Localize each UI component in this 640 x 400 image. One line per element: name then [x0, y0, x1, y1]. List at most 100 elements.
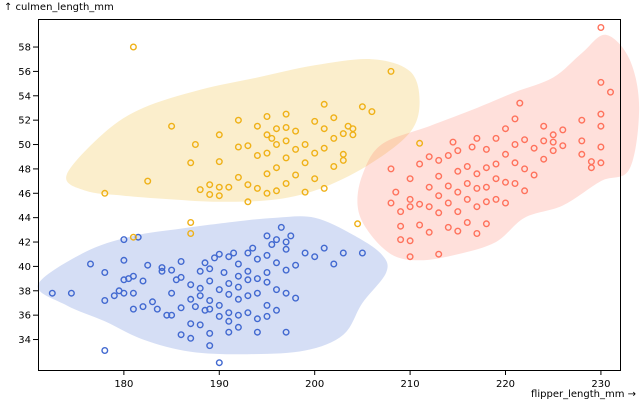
point-adelie: [244, 267, 252, 275]
point-chinstrap: [191, 140, 199, 148]
point-gentoo: [559, 126, 567, 134]
y-tick-label: 52: [18, 116, 31, 127]
point-gentoo: [511, 140, 519, 148]
point-adelie: [110, 292, 118, 300]
point-adelie: [86, 260, 94, 268]
point-adelie: [282, 238, 290, 246]
point-gentoo: [549, 138, 557, 146]
point-chinstrap: [187, 159, 195, 167]
point-adelie: [206, 265, 214, 273]
point-gentoo: [540, 122, 548, 130]
point-chinstrap: [225, 183, 233, 191]
point-chinstrap: [282, 137, 290, 145]
y-tick-label: 46: [18, 189, 31, 200]
point-gentoo: [435, 172, 443, 180]
y-tick-label: 42: [18, 238, 31, 249]
point-gentoo: [482, 220, 490, 228]
point-gentoo: [425, 203, 433, 211]
point-adelie: [215, 312, 223, 320]
point-gentoo: [406, 237, 414, 245]
point-chinstrap: [292, 171, 300, 179]
point-chinstrap: [320, 100, 328, 108]
point-adelie: [196, 321, 204, 329]
point-adelie: [144, 261, 152, 269]
point-chinstrap: [253, 184, 261, 192]
point-gentoo: [454, 167, 462, 175]
point-adelie: [163, 311, 171, 319]
point-gentoo: [435, 209, 443, 217]
point-adelie: [120, 289, 128, 297]
point-chinstrap: [234, 173, 242, 181]
point-adelie: [282, 266, 290, 274]
point-adelie: [206, 305, 214, 313]
x-tick-label: 190: [210, 379, 229, 390]
point-adelie: [215, 301, 223, 309]
point-chinstrap: [354, 220, 362, 228]
point-gentoo: [540, 155, 548, 163]
point-adelie: [234, 323, 242, 331]
point-gentoo: [607, 88, 615, 96]
point-chinstrap: [282, 154, 290, 162]
point-adelie: [220, 269, 228, 277]
point-gentoo: [406, 203, 414, 211]
point-adelie: [196, 267, 204, 275]
point-gentoo: [444, 223, 452, 231]
point-gentoo: [492, 195, 500, 203]
point-adelie: [253, 275, 261, 283]
point-adelie: [120, 256, 128, 264]
point-gentoo: [492, 134, 500, 142]
y-axis: 34 36 38 40 42 44 46 48 50 52 54 56 58: [18, 43, 38, 346]
x-tick-label: 220: [496, 379, 515, 390]
point-adelie: [158, 267, 166, 275]
point-adelie: [225, 328, 233, 336]
point-gentoo: [416, 200, 424, 208]
point-gentoo: [444, 199, 452, 207]
point-chinstrap: [358, 103, 366, 111]
point-gentoo: [521, 165, 529, 173]
point-adelie: [48, 289, 56, 297]
point-chinstrap: [273, 164, 281, 172]
point-gentoo: [397, 236, 405, 244]
point-adelie: [215, 250, 223, 258]
point-gentoo: [473, 184, 481, 192]
point-gentoo: [425, 153, 433, 161]
point-gentoo: [468, 143, 476, 151]
point-adelie: [187, 281, 195, 289]
point-chinstrap: [263, 149, 271, 157]
point-gentoo: [511, 159, 519, 167]
x-tick-label: 180: [114, 379, 133, 390]
point-gentoo: [597, 159, 605, 167]
point-gentoo: [449, 138, 457, 146]
point-adelie: [187, 334, 195, 342]
point-chinstrap: [187, 218, 195, 226]
y-tick-label: 36: [18, 311, 31, 322]
hull-layer: [37, 34, 640, 355]
point-adelie: [101, 269, 109, 277]
point-chinstrap: [339, 130, 347, 138]
point-adelie: [225, 253, 233, 261]
point-adelie: [67, 289, 75, 297]
point-gentoo: [597, 122, 605, 130]
point-chinstrap: [263, 131, 271, 139]
point-adelie: [263, 232, 271, 240]
point-gentoo: [578, 116, 586, 124]
point-adelie: [263, 312, 271, 320]
point-gentoo: [587, 164, 595, 172]
point-adelie: [101, 297, 109, 305]
point-chinstrap: [311, 175, 319, 183]
point-adelie: [263, 278, 271, 286]
point-gentoo: [597, 110, 605, 118]
point-adelie: [234, 283, 242, 291]
point-adelie: [206, 329, 214, 337]
point-chinstrap: [206, 181, 214, 189]
point-adelie: [277, 223, 285, 231]
point-adelie: [177, 273, 185, 281]
y-axis-title: ↑ culmen_length_mm: [4, 2, 114, 13]
point-gentoo: [406, 253, 414, 261]
point-adelie: [244, 276, 252, 284]
point-chinstrap: [301, 140, 309, 148]
point-chinstrap: [330, 134, 338, 142]
point-gentoo: [406, 175, 414, 183]
point-gentoo: [425, 228, 433, 236]
point-adelie: [273, 259, 281, 267]
